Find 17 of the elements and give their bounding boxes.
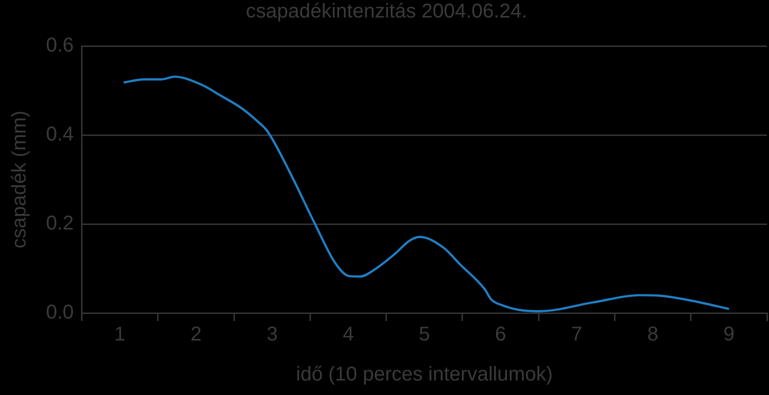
x-tick-label: 8 <box>647 324 658 346</box>
y-tick-label: 0.2 <box>46 212 74 235</box>
y-tick-label: 0.6 <box>46 34 74 57</box>
chart-title: csapadékintenzitás 2004.06.24. <box>246 0 528 23</box>
x-axis-title: idő (10 perces intervallumok) <box>296 364 553 386</box>
y-tick-label: 0.4 <box>46 124 74 146</box>
x-tick-label: 3 <box>266 324 278 346</box>
y-axis-title: csapadék (mm) <box>8 110 31 248</box>
x-tick-label: 5 <box>418 324 430 346</box>
y-tick-label: 0.0 <box>46 302 74 324</box>
line-series <box>122 76 730 312</box>
x-tick-label: 2 <box>190 324 202 346</box>
x-tick-label: 7 <box>571 324 582 346</box>
x-tick-label: 9 <box>723 324 734 346</box>
x-tick-label: 1 <box>114 324 126 346</box>
x-tick-label: 6 <box>494 324 506 346</box>
x-tick-label: 4 <box>342 324 354 346</box>
